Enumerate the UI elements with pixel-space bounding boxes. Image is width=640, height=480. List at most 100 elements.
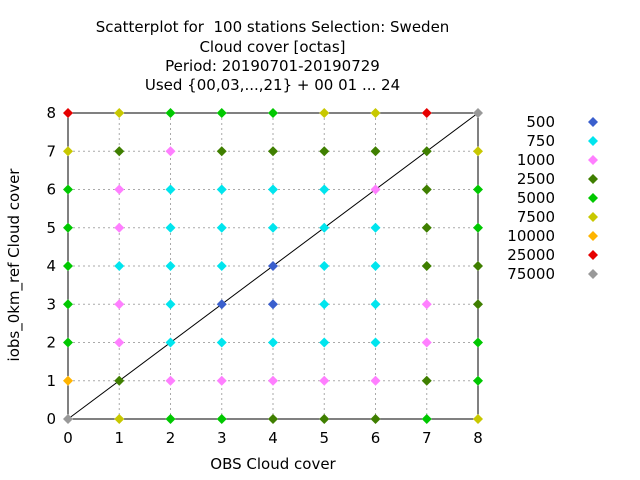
title-line-3: Period: 20190701-20190729 [165, 57, 380, 75]
data-point [319, 299, 330, 310]
legend-marker [588, 212, 598, 222]
data-point [370, 337, 381, 348]
y-tick-label: 0 [46, 410, 56, 428]
legend-label: 500 [526, 113, 555, 131]
data-point [473, 184, 483, 195]
y-tick-label: 3 [46, 295, 56, 313]
legend-label: 25000 [507, 246, 555, 264]
legend-marker [588, 136, 598, 146]
data-point [216, 184, 227, 195]
data-point [216, 375, 227, 386]
y-axis-label: iobs_0km_ref Cloud cover [5, 168, 23, 362]
data-point [421, 261, 432, 271]
x-axis-label: OBS Cloud cover [210, 455, 336, 473]
data-point [370, 222, 381, 233]
data-point [114, 261, 125, 271]
x-tick-label: 2 [166, 429, 176, 447]
data-point [370, 261, 381, 271]
data-point [63, 337, 73, 348]
y-tick-label: 4 [46, 257, 56, 275]
data-point [268, 108, 278, 118]
x-tick-label: 8 [473, 429, 483, 447]
data-point [268, 375, 278, 386]
data-point [268, 299, 278, 310]
legend-label: 10000 [507, 227, 555, 245]
data-point [268, 337, 278, 348]
y-tick-label: 2 [46, 334, 56, 352]
data-point [165, 108, 176, 118]
data-point [114, 222, 125, 233]
data-point [319, 375, 330, 386]
data-point [165, 222, 176, 233]
legend-marker [588, 155, 598, 165]
legend-marker [588, 193, 598, 203]
data-point [473, 261, 483, 271]
x-tick-label: 3 [217, 429, 227, 447]
data-point [370, 108, 381, 118]
y-tick-label: 5 [46, 219, 56, 237]
data-point [165, 146, 176, 157]
data-point [268, 222, 278, 233]
data-point [216, 222, 227, 233]
data-point [370, 299, 381, 310]
data-point [421, 222, 432, 233]
data-point [165, 261, 176, 271]
data-point [268, 261, 278, 271]
data-point [165, 375, 176, 386]
data-point [216, 261, 227, 271]
data-point [268, 146, 278, 157]
y-tick-label: 1 [46, 372, 56, 390]
data-point [319, 108, 330, 118]
data-point [165, 184, 176, 195]
data-point [63, 261, 73, 271]
data-point [114, 337, 125, 348]
data-point [319, 146, 330, 157]
y-tick-label: 7 [46, 142, 56, 160]
data-point [114, 184, 125, 195]
x-tick-label: 6 [371, 429, 381, 447]
data-point [216, 299, 227, 310]
data-point [165, 299, 176, 310]
data-point [216, 414, 227, 424]
data-point [114, 146, 125, 157]
data-point [473, 222, 483, 233]
legend-label: 2500 [517, 170, 555, 188]
data-point [473, 414, 483, 424]
legend-marker [588, 269, 598, 279]
x-tick-label: 1 [114, 429, 124, 447]
data-point [114, 299, 125, 310]
x-tick-label: 4 [268, 429, 278, 447]
legend-label: 7500 [517, 208, 555, 226]
x-tick-label: 5 [319, 429, 329, 447]
legend-marker [588, 231, 598, 241]
data-point [63, 146, 73, 157]
data-point [216, 108, 227, 118]
data-point [473, 146, 483, 157]
data-point [421, 299, 432, 310]
data-point [268, 184, 278, 195]
data-point [165, 337, 176, 348]
legend-label: 5000 [517, 189, 555, 207]
data-point [473, 375, 483, 386]
data-point [165, 414, 176, 424]
data-point [216, 146, 227, 157]
data-point [473, 108, 483, 118]
data-point [63, 414, 73, 424]
data-point [114, 414, 125, 424]
data-point [319, 184, 330, 195]
legend-label: 1000 [517, 151, 555, 169]
data-point [319, 222, 330, 233]
data-point [63, 184, 73, 195]
data-point [421, 184, 432, 195]
data-point [421, 108, 432, 118]
data-point [473, 337, 483, 348]
data-point [421, 337, 432, 348]
legend-marker [588, 250, 598, 260]
data-point [370, 375, 381, 386]
title-line-1: Scatterplot for 100 stations Selection: … [95, 18, 450, 36]
data-point [473, 299, 483, 310]
legend-marker [588, 117, 598, 127]
data-point [63, 375, 73, 386]
title-line-4: Used {00,03,...,21} + 00 01 ... 24 [144, 76, 401, 94]
data-point [63, 108, 73, 118]
